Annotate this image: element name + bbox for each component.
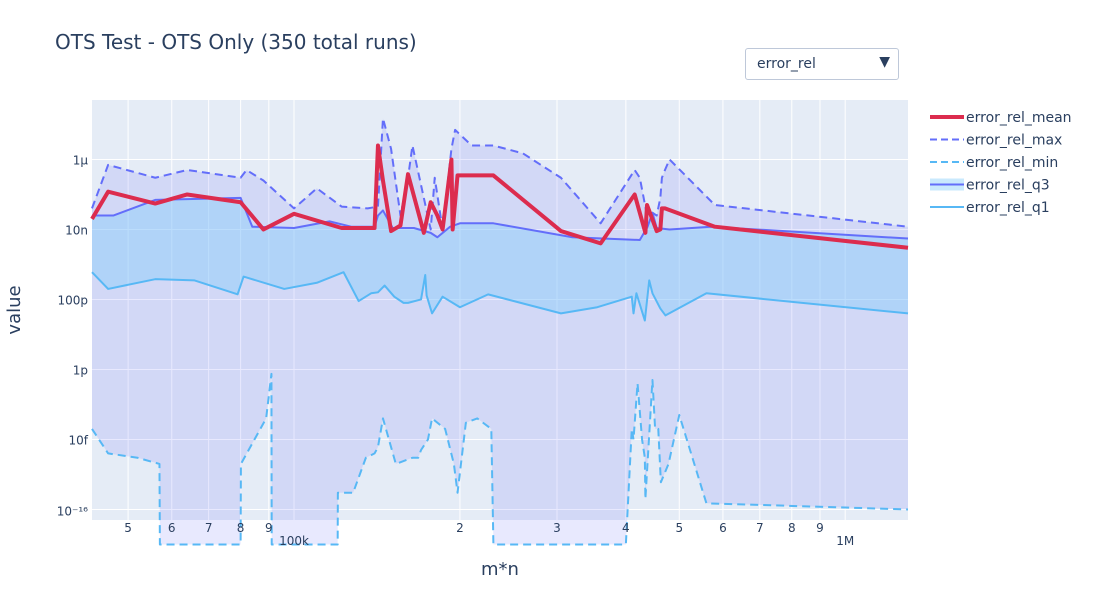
y-tick-label: 1μ	[73, 153, 89, 167]
y-tick-label: 1p	[73, 363, 88, 377]
x-tick-label: 7	[205, 521, 213, 535]
legend-item[interactable]: error_rel_min	[930, 155, 1058, 171]
x-tick-label: 8	[237, 521, 245, 535]
x-tick-label: 1M	[836, 534, 854, 548]
legend-item[interactable]: error_rel_q1	[930, 200, 1050, 216]
legend: error_rel_mean error_rel_max error_rel_min…	[930, 110, 1072, 216]
x-tick-label: 9	[265, 521, 273, 535]
x-tick-label: 5	[124, 521, 132, 535]
x-tick-label: 100k	[279, 534, 309, 548]
y-tick-label: 10⁻¹⁶	[57, 504, 88, 518]
legend-label: error_rel_max	[966, 133, 1062, 149]
x-tick-label: 9	[816, 521, 824, 535]
legend-label: error_rel_q3	[966, 178, 1050, 194]
legend-label: error_rel_min	[966, 155, 1058, 171]
plot-background	[92, 100, 908, 520]
series-line-error-rel-min[interactable]	[91, 372, 909, 546]
metric-dropdown[interactable]: error_rel ▼	[745, 48, 899, 80]
series-line-error-rel-max[interactable]	[91, 117, 909, 231]
legend-item[interactable]: error_rel_q3	[930, 178, 1050, 194]
series-line-error-rel-q1[interactable]	[91, 271, 909, 322]
legend-item[interactable]: error_rel_max	[930, 133, 1062, 149]
legend-item[interactable]: error_rel_mean	[930, 110, 1072, 126]
x-axis-title: m*n	[481, 559, 519, 580]
y-tick-label: 10n	[65, 223, 88, 237]
x-tick-label: 8	[788, 521, 796, 535]
series-lines	[90, 117, 909, 546]
legend-label: error_rel_q1	[966, 200, 1050, 216]
y-tick-label: 10f	[69, 433, 89, 447]
chart-title: OTS Test - OTS Only (350 total runs)	[55, 30, 417, 54]
y-axis-ticks: 1μ 10n 100p 1p 10f 10⁻¹⁶	[57, 153, 89, 518]
x-axis-ticks: 5 6 7 8 9 100k 2 3 4 5 6 7 8 9 1M	[124, 521, 854, 548]
dropdown-selected-value: error_rel	[757, 56, 816, 72]
y-axis-title: value	[4, 285, 25, 334]
x-tick-label: 7	[756, 521, 764, 535]
x-tick-label: 2	[456, 521, 464, 535]
x-tick-label: 6	[168, 521, 176, 535]
y-tick-label: 100p	[57, 293, 88, 307]
x-tick-label: 6	[719, 521, 727, 535]
x-tick-label: 4	[622, 521, 630, 535]
chevron-down-icon: ▼	[879, 54, 890, 70]
x-tick-label: 3	[553, 521, 561, 535]
series-line-error-rel-mean[interactable]	[90, 143, 909, 250]
x-tick-label: 5	[675, 521, 683, 535]
legend-label: error_rel_mean	[966, 110, 1072, 126]
